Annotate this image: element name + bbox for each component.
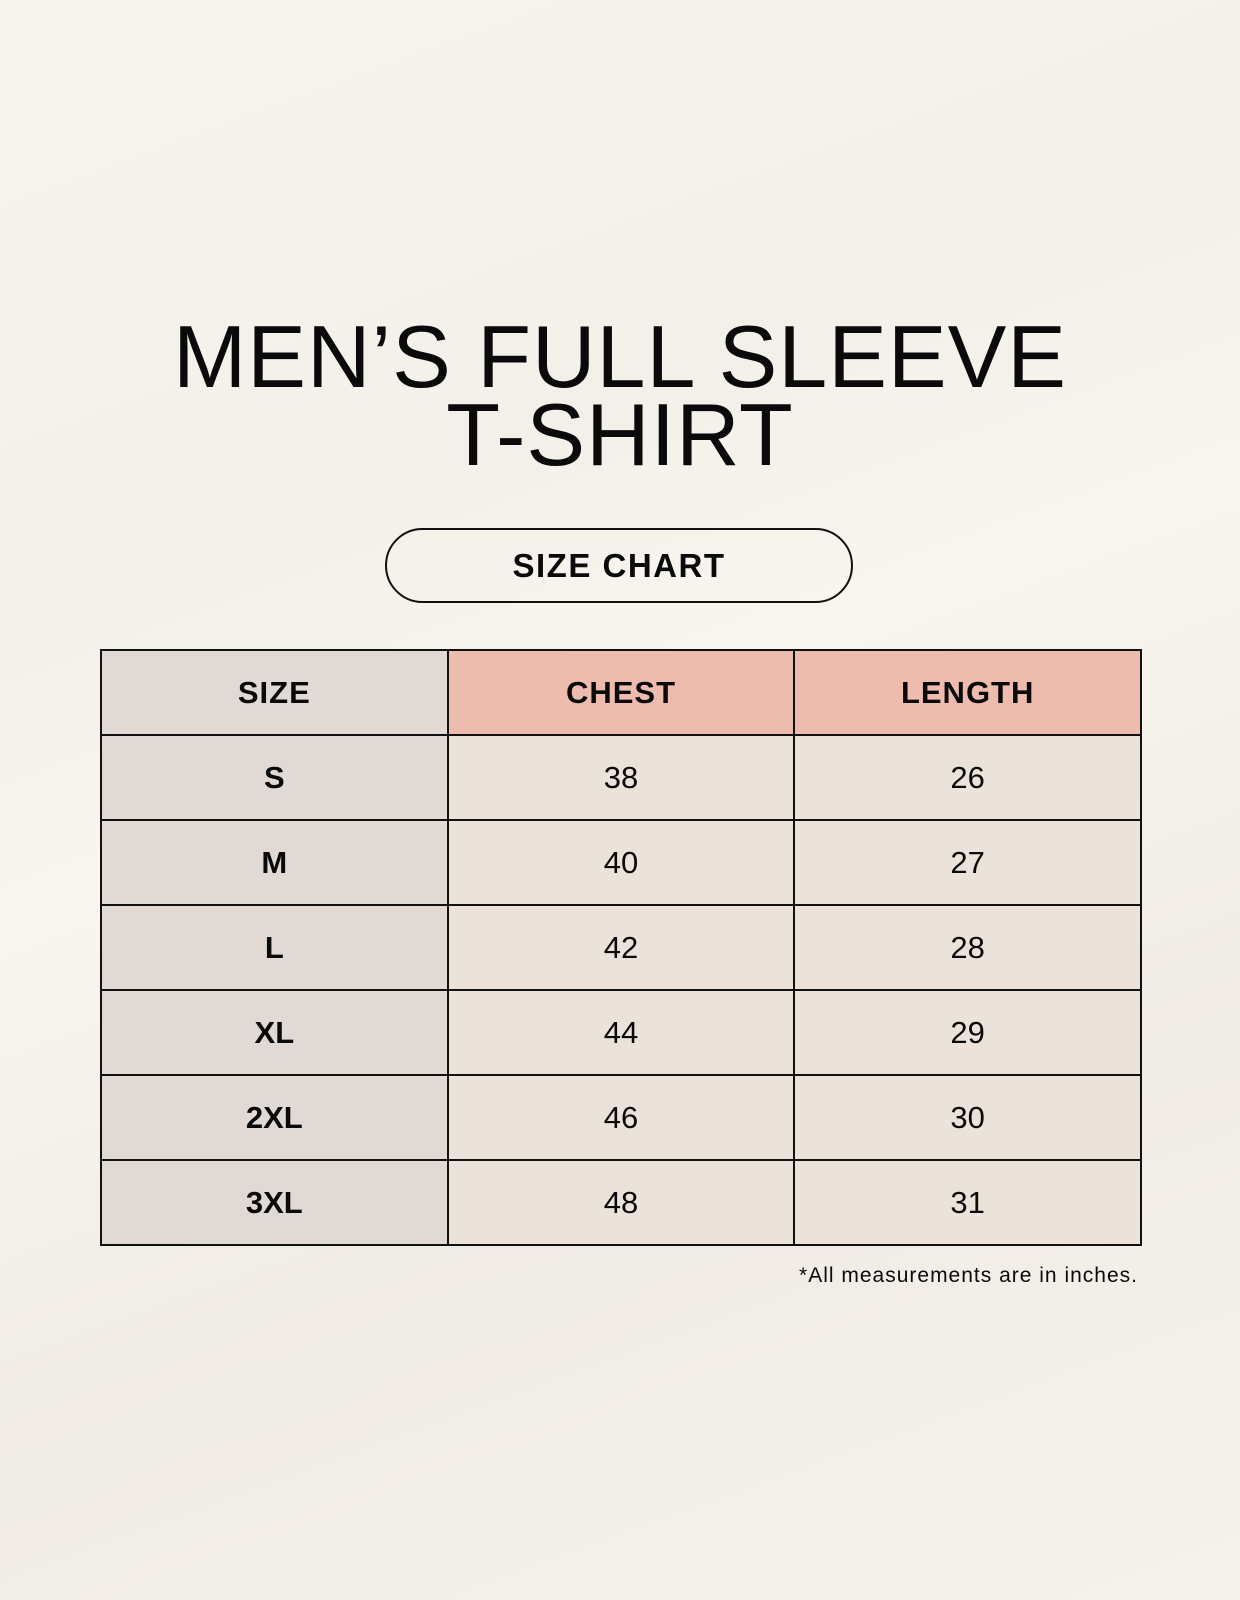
cell-chest: 40 [446,819,796,906]
header-size: SIZE [100,649,449,736]
cell-size: 3XL [100,1159,449,1246]
cell-length: 27 [793,819,1142,906]
cell-chest: 42 [446,904,796,991]
table-row: 3XL 48 31 [100,1159,1142,1246]
cell-chest: 38 [446,734,796,821]
cell-chest: 48 [446,1159,796,1246]
cell-size: 2XL [100,1074,449,1161]
header-length: LENGTH [793,649,1142,736]
title-line-2: T-SHIRT [446,385,794,484]
cell-length: 29 [793,989,1142,1076]
cell-length: 30 [793,1074,1142,1161]
title-line-1: MEN’S FULL SLEEVE [172,307,1068,406]
header-chest: CHEST [446,649,796,736]
table-row: L 42 28 [100,904,1142,991]
footnote: *All measurements are in inches. [799,1264,1138,1287]
table-header-row: SIZE CHEST LENGTH [100,649,1142,736]
table-row: XL 44 29 [100,989,1142,1076]
cell-length: 31 [793,1159,1142,1246]
cell-length: 28 [793,904,1142,991]
page-title: MEN’S FULL SLEEVE T-SHIRT [0,307,1240,484]
size-chart-badge: SIZE CHART [385,528,853,603]
cell-size: M [100,819,449,906]
size-table: SIZE CHEST LENGTH S 38 26 M 40 27 L 42 28 XL 44 29 2… [100,649,1142,1246]
cell-chest: 46 [446,1074,796,1161]
table-row: M 40 27 [100,819,1142,906]
cell-chest: 44 [446,989,796,1076]
cell-length: 26 [793,734,1142,821]
table-row: 2XL 46 30 [100,1074,1142,1161]
cell-size: S [100,734,449,821]
table-row: S 38 26 [100,734,1142,821]
cell-size: L [100,904,449,991]
cell-size: XL [100,989,449,1076]
